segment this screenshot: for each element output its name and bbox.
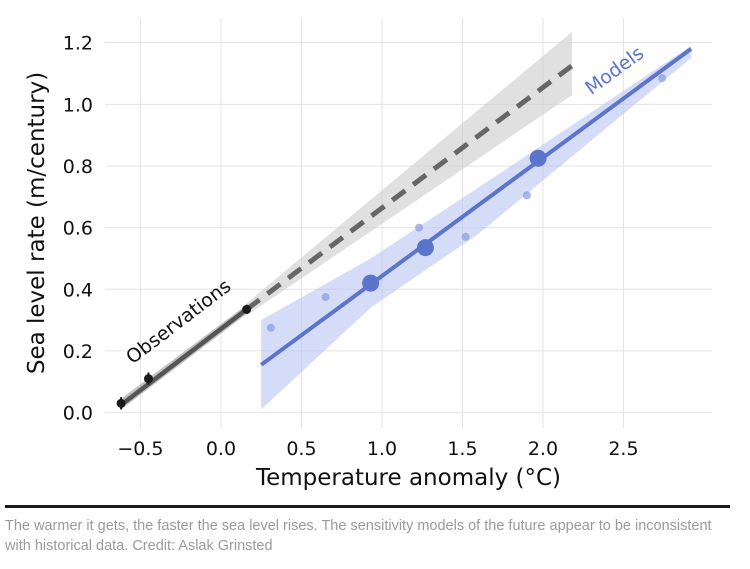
model-small-point (414, 223, 423, 232)
x-tick-label: 2.5 (608, 438, 638, 460)
y-tick-label: 0.8 (63, 156, 93, 178)
x-tick-label: 1.0 (367, 438, 397, 460)
extrapolation-confidence-band (246, 31, 572, 316)
fit-lines (119, 47, 693, 407)
chart: −0.5 0.0 0.5 1.0 1.5 2.0 2.5 0.0 0.2 0.4 0.6 0.8 1.0… (24, 18, 712, 491)
model-large-point (362, 274, 380, 292)
caption-divider (5, 505, 730, 508)
x-tick-label: 0.5 (286, 438, 316, 460)
model-small-point (266, 323, 275, 332)
y-tick-label: 1.0 (63, 94, 93, 116)
model-small-point (522, 191, 531, 200)
model-large-point (416, 239, 434, 257)
y-axis-title: Sea level rate (m/century) (24, 72, 50, 374)
models-fit-line (259, 47, 693, 367)
y-tick-label: 0.2 (63, 341, 93, 363)
models-confidence-band (261, 45, 692, 410)
y-tick-label: 0.6 (63, 218, 93, 240)
x-tick-label: −0.5 (117, 438, 163, 460)
tick-labels: −0.5 0.0 0.5 1.0 1.5 2.0 2.5 0.0 0.2 0.4 0.6 0.8 1.0… (63, 33, 639, 460)
model-large-point (529, 149, 547, 167)
y-tick-label: 1.2 (63, 33, 93, 55)
x-tick-label: 1.5 (447, 438, 477, 460)
model-small-point (658, 74, 667, 83)
observation-point (242, 304, 252, 314)
x-axis-title: Temperature anomaly (°C) (255, 465, 561, 491)
x-tick-label: 2.0 (528, 438, 558, 460)
x-tick-label: 0.0 (206, 438, 236, 460)
y-tick-label: 0.0 (63, 403, 93, 425)
figure-caption: The warmer it gets, the faster the sea l… (5, 518, 712, 554)
observations-fit-line (119, 307, 249, 407)
model-small-point (461, 232, 470, 241)
data-points (116, 74, 667, 410)
model-small-point (321, 292, 330, 301)
y-tick-label: 0.4 (63, 279, 93, 301)
observation-point (143, 374, 153, 384)
observation-point (116, 398, 126, 408)
extrapolation-dashed-line (245, 63, 574, 312)
